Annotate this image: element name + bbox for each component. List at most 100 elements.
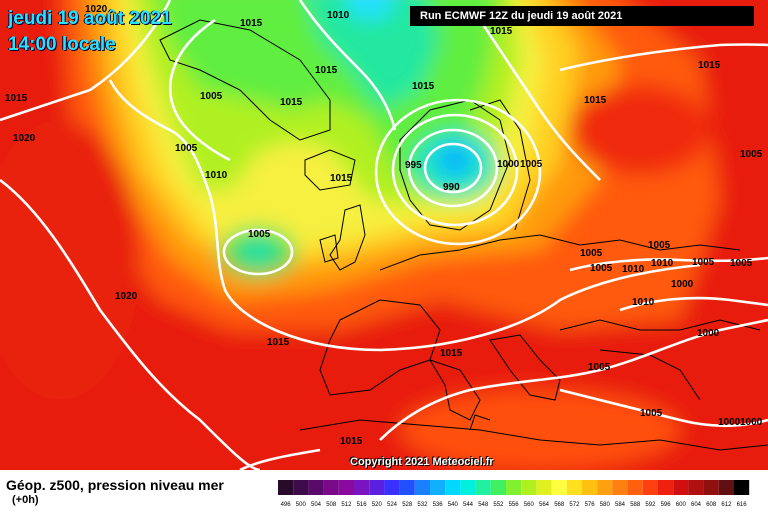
- scale-swatch: [627, 480, 643, 495]
- scale-tick-label: 592: [645, 502, 656, 508]
- coastlines: [159, 19, 768, 451]
- run-info: Run ECMWF 12Z du jeudi 19 août 2021: [410, 6, 754, 26]
- isobar-label: 1020: [13, 133, 36, 144]
- isobar-label: 1000: [497, 159, 520, 170]
- scale-tick-label: 512: [341, 502, 352, 508]
- scale-swatch: [658, 480, 674, 495]
- scale-tick-label: 584: [615, 502, 626, 508]
- copyright: Copyright 2021 Meteociel.fr: [350, 456, 494, 468]
- isobar-label: 1000: [697, 328, 720, 339]
- scale-swatch: [597, 480, 613, 495]
- isobar-label: 1015: [584, 95, 607, 106]
- scale-swatch: [445, 480, 461, 495]
- scale-swatch: [323, 480, 339, 495]
- isobar-label: 1005: [580, 248, 603, 259]
- isobars: [0, 0, 768, 470]
- scale-swatch: [414, 480, 430, 495]
- color-scale: 496 500 504 508 512 516 520 524 528 532 536 540 544 5…: [278, 480, 750, 508]
- isobar-label: 1015: [340, 436, 363, 447]
- scale-tick-label: 504: [311, 502, 322, 508]
- scale-swatch: [308, 480, 324, 495]
- scale-tick-label: 496: [281, 502, 292, 508]
- scale-tick-label: 576: [585, 502, 596, 508]
- isobar-label: 1005: [648, 240, 671, 251]
- isobar-label: 1010: [205, 170, 228, 181]
- scale-swatch: [734, 480, 750, 495]
- isobar-label: 995: [405, 160, 422, 171]
- scale-swatch: [460, 480, 476, 495]
- date-title: jeudi 19 août 2021: [8, 8, 172, 29]
- scale-tick-label: 612: [721, 502, 732, 508]
- scale-swatch: [475, 480, 491, 495]
- scale-swatch: [430, 480, 446, 495]
- scale-swatch: [338, 480, 354, 495]
- scale-tick-label: 604: [691, 502, 702, 508]
- isobar-label: 1005: [175, 143, 198, 154]
- scale-swatch: [612, 480, 628, 495]
- isobar-label: 1005: [590, 263, 613, 274]
- scale-tick-label: 516: [357, 502, 368, 508]
- scale-tick-label: 588: [630, 502, 641, 508]
- weather-map: 1020 1015 1010 1015 1015 1015 1015 1005 1015 1015…: [0, 0, 768, 470]
- scale-swatch: [521, 480, 537, 495]
- isobar-label: 1000: [718, 417, 741, 428]
- isobar-labels: 1020 1015 1010 1015 1015 1015 1015 1005 1015 1015…: [5, 4, 763, 447]
- isobar-label: 1015: [440, 348, 463, 359]
- scale-swatch: [566, 480, 582, 495]
- scale-tick-label: 544: [463, 502, 474, 508]
- scale-tick-label: 536: [433, 502, 444, 508]
- legend-subtitle: (+0h): [12, 494, 39, 506]
- geopotential-field: [0, 0, 768, 470]
- scale-tick-label: 524: [387, 502, 398, 508]
- isobar-label: 1000: [671, 279, 694, 290]
- isobar-label: 1005: [740, 149, 763, 160]
- scale-tick-label: 540: [448, 502, 459, 508]
- scale-swatch: [582, 480, 598, 495]
- scale-tick-label: 508: [326, 502, 337, 508]
- legend-title: Géop. z500, pression niveau mer: [6, 477, 224, 493]
- scale-swatch: [354, 480, 370, 495]
- scale-swatch: [490, 480, 506, 495]
- scale-swatch: [551, 480, 567, 495]
- map-canvas: 1020 1015 1010 1015 1015 1015 1015 1005 1015 1015…: [0, 0, 768, 470]
- isobar-label: 1015: [280, 97, 303, 108]
- isobar-label: 1005: [520, 159, 543, 170]
- scale-tick-label: 608: [706, 502, 717, 508]
- scale-swatch: [293, 480, 309, 495]
- isobar-label: 1015: [412, 81, 435, 92]
- scale-tick-label: 500: [296, 502, 307, 508]
- scale-swatch: [673, 480, 689, 495]
- scale-swatch: [369, 480, 385, 495]
- scale-tick-label: 596: [661, 502, 672, 508]
- scale-swatch: [384, 480, 400, 495]
- scale-tick-label: 580: [600, 502, 611, 508]
- scale-swatch: [703, 480, 719, 495]
- scale-tick-label: 564: [539, 502, 550, 508]
- isobar-label: 1010: [651, 258, 674, 269]
- scale-swatch: [399, 480, 415, 495]
- scale-swatch: [688, 480, 704, 495]
- isobar-label: 1005: [588, 362, 611, 373]
- scale-swatch: [718, 480, 734, 495]
- isobar-label: 1005: [640, 408, 663, 419]
- isobar-label: 1005: [692, 257, 715, 268]
- scale-tick-label: 556: [509, 502, 520, 508]
- scale-swatch: [506, 480, 522, 495]
- isobar-label: 1010: [327, 10, 350, 21]
- isobar-label: 1015: [698, 60, 721, 71]
- time-title: 14:00 locale: [8, 34, 116, 55]
- scale-swatch: [278, 480, 294, 495]
- isobar-label: 1005: [730, 258, 753, 269]
- isobar-label: 990: [443, 182, 460, 193]
- isobar-label: 1005: [200, 91, 223, 102]
- scale-tick-label: 528: [402, 502, 413, 508]
- isobar-label: 1015: [240, 18, 263, 29]
- scale-swatch: [536, 480, 552, 495]
- scale-tick-label: 572: [569, 502, 580, 508]
- scale-tick-label: 552: [493, 502, 504, 508]
- isobar-label: 1020: [115, 291, 138, 302]
- isobar-label: 1015: [267, 337, 290, 348]
- isobar-label: 1010: [632, 297, 655, 308]
- isobar-label: 1010: [622, 264, 645, 275]
- isobar-label: 1015: [5, 93, 28, 104]
